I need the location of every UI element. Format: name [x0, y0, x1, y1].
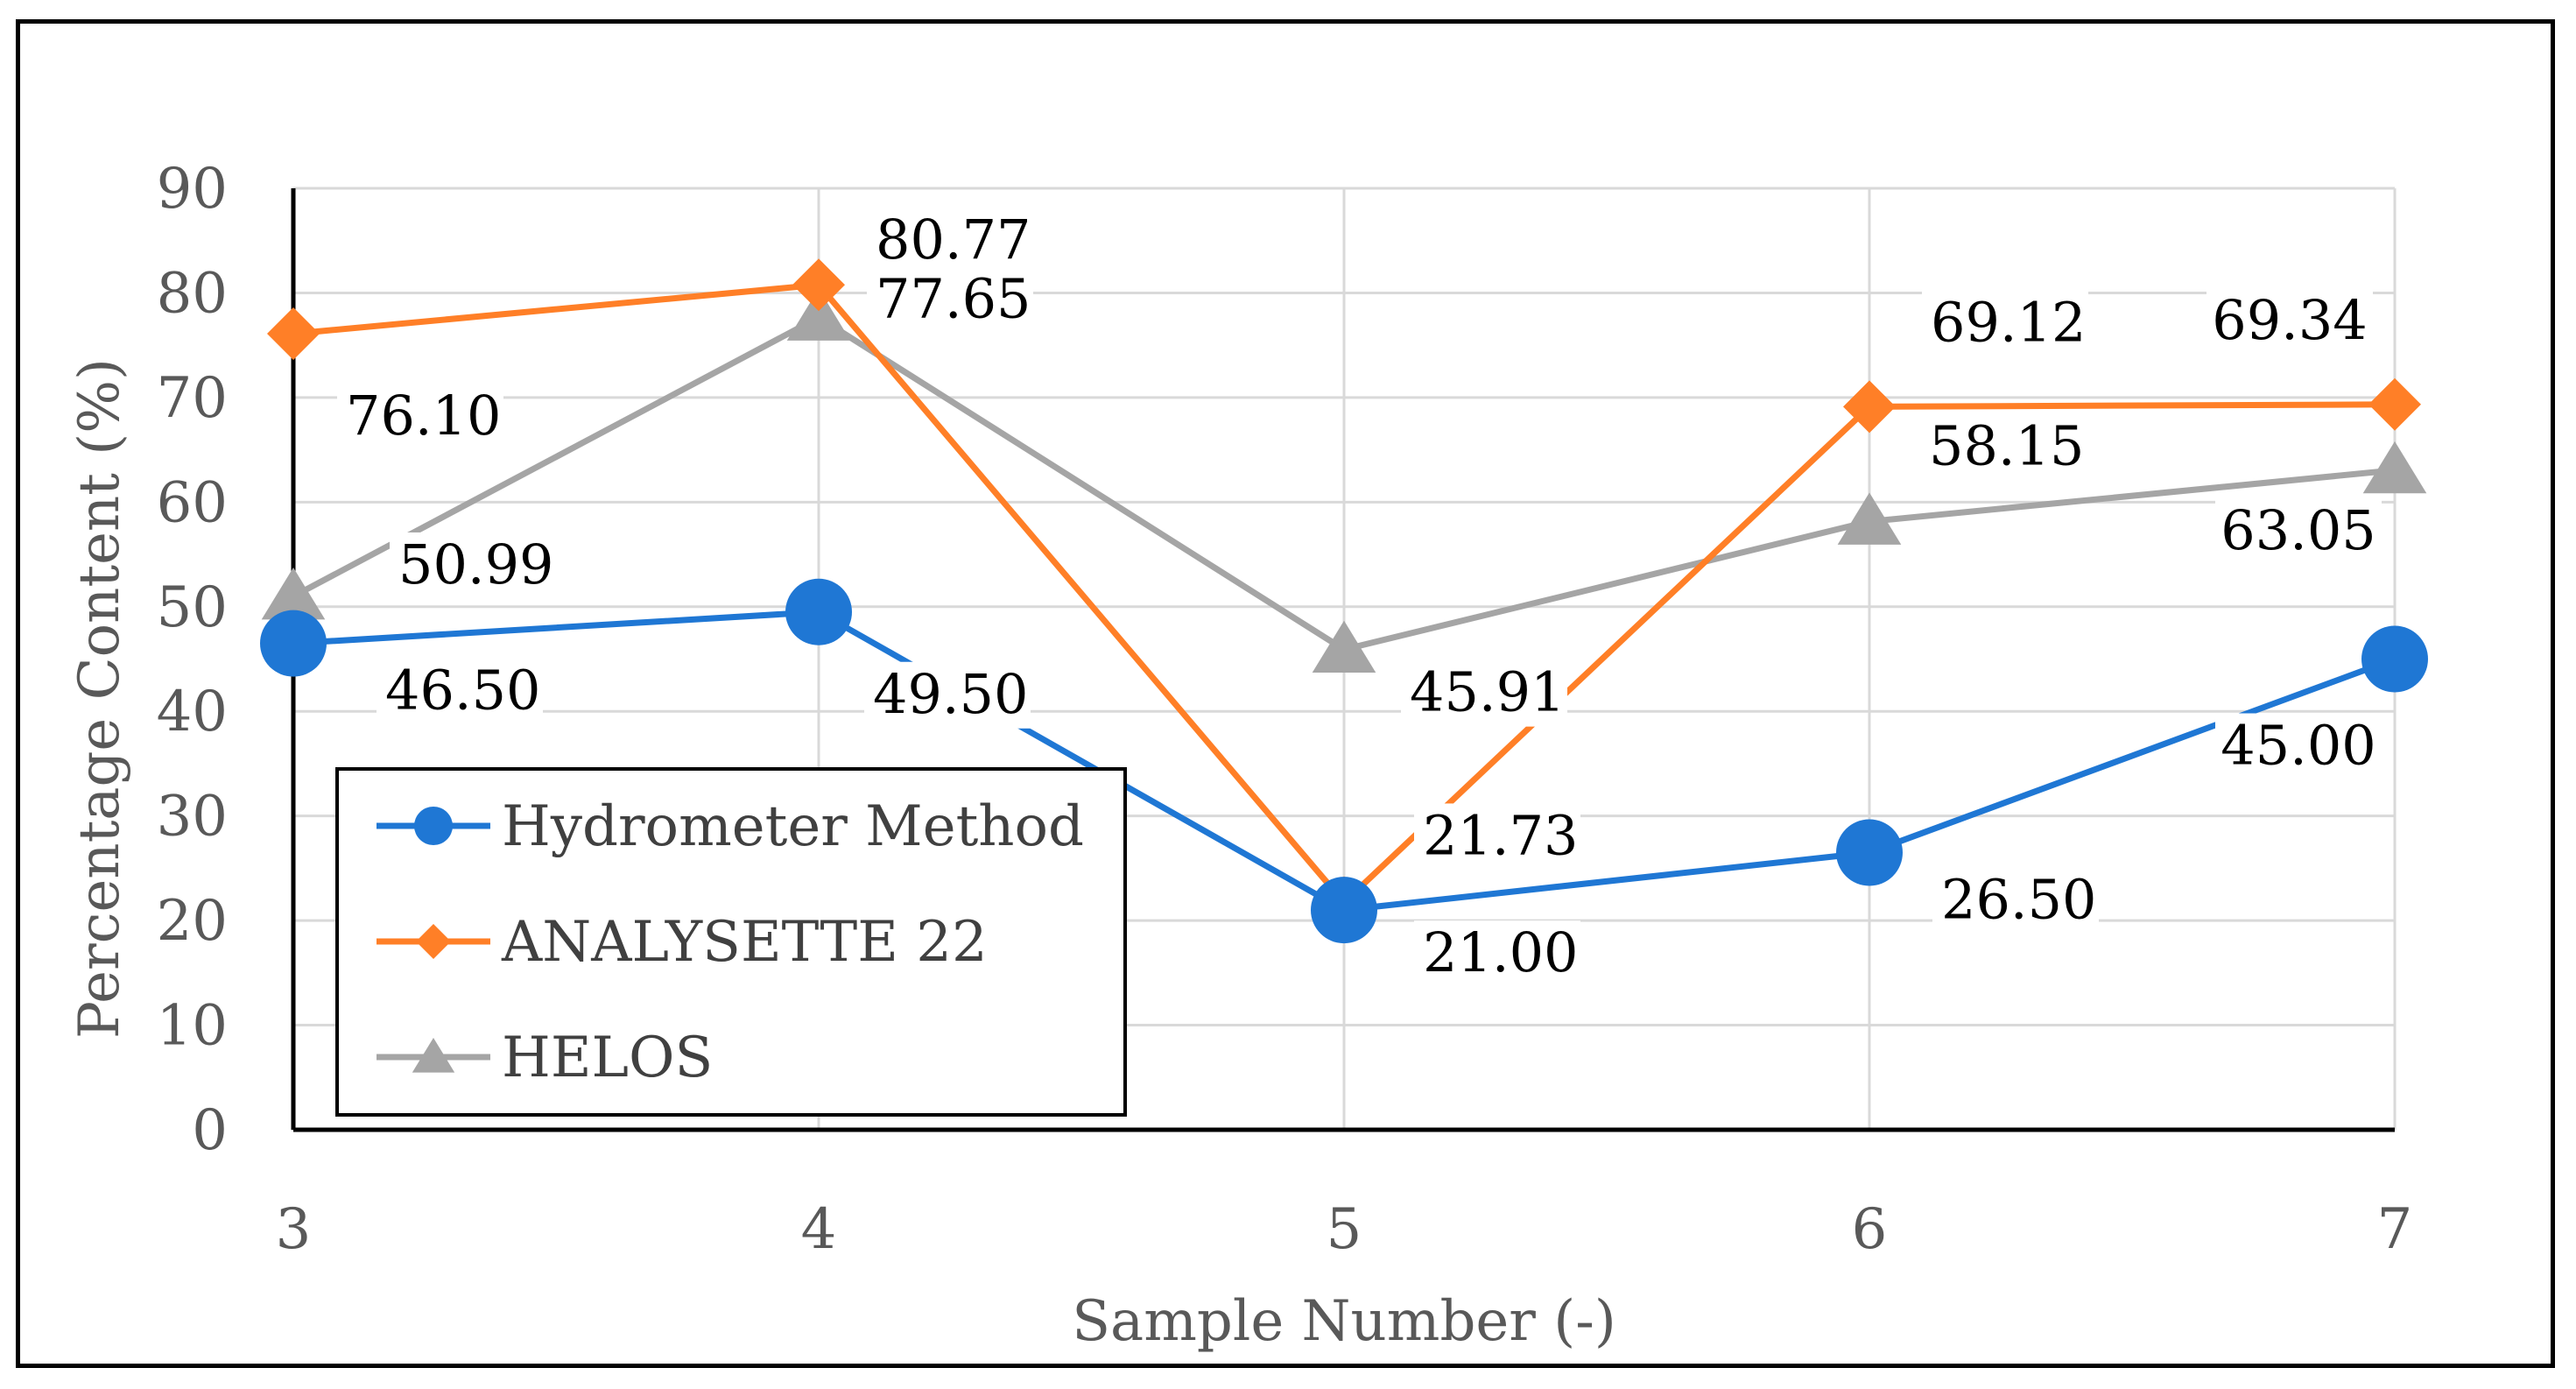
data-label: 80.77 — [876, 208, 1031, 271]
data-point-triangle — [786, 288, 851, 341]
data-point-triangle — [1837, 492, 1902, 545]
data-label-background — [867, 208, 1033, 275]
legend-label: HELOS — [502, 1026, 713, 1090]
data-label-background — [2206, 287, 2373, 355]
data-label-background — [1401, 659, 1567, 727]
data-label: 69.12 — [1931, 290, 2087, 354]
data-point-circle — [260, 610, 327, 677]
data-label-background — [1922, 290, 2088, 357]
data-label: 46.50 — [385, 659, 541, 723]
x-tick-label: 4 — [801, 1197, 837, 1262]
legend-label: ANALYSETTE 22 — [501, 910, 988, 975]
data-label: 45.91 — [1410, 660, 1566, 724]
data-point-triangle — [261, 567, 326, 620]
y-tick-label: 10 — [157, 994, 228, 1059]
data-label: 45.00 — [2221, 714, 2376, 778]
y-tick-label: 50 — [157, 575, 228, 640]
y-axis-title: Percentage Content (%) — [67, 358, 132, 1039]
data-label-background — [2215, 713, 2382, 780]
legend: Hydrometer Method ANALYSETTE 22 HELOS — [335, 767, 1127, 1117]
data-point-diamond — [2368, 377, 2421, 431]
data-label-background — [390, 532, 556, 599]
data-point-circle — [1311, 877, 1377, 944]
data-point-diamond — [792, 258, 845, 312]
data-label-background — [377, 658, 543, 725]
data-label: 21.73 — [1423, 803, 1579, 867]
y-tick-label: 90 — [157, 157, 228, 222]
data-labels: 46.50 49.50 21.00 26.50 45.00 76.10 80.77 21.73… — [337, 208, 2382, 988]
legend-label: Hydrometer Method — [502, 794, 1084, 859]
y-tick-label: 20 — [157, 889, 228, 954]
y-tick-label: 70 — [157, 366, 228, 431]
y-tick-label: 60 — [157, 470, 228, 535]
data-point-diamond — [267, 307, 320, 361]
data-label: 50.99 — [398, 532, 554, 596]
data-label: 77.65 — [876, 267, 1031, 331]
data-label: 49.50 — [873, 662, 1029, 726]
data-label: 58.15 — [1929, 413, 2085, 477]
x-tick-label: 7 — [2377, 1197, 2413, 1262]
data-label: 21.00 — [1423, 920, 1579, 984]
y-tick-label: 30 — [157, 785, 228, 850]
data-label-background — [1932, 867, 2099, 934]
data-point-circle — [1836, 819, 1903, 886]
axes: 0 10 20 30 40 50 60 70 80 90 3 4 5 6 7 — [157, 157, 2413, 1262]
data-label: 26.50 — [1941, 867, 2097, 931]
y-tick-label: 0 — [192, 1098, 228, 1163]
data-label: 76.10 — [346, 384, 502, 448]
data-label-background — [337, 384, 503, 451]
data-label: 63.05 — [2221, 498, 2376, 562]
x-tick-label: 6 — [1852, 1197, 1888, 1262]
legend-marker-circle — [414, 807, 453, 845]
data-label-background — [864, 661, 1031, 729]
data-point-circle — [2361, 625, 2428, 693]
data-label-background — [2215, 497, 2382, 565]
x-tick-label: 5 — [1327, 1197, 1362, 1262]
legend-marker-diamond — [416, 924, 451, 959]
data-label: 69.34 — [2212, 288, 2368, 352]
x-axis-title: Sample Number (-) — [1072, 1289, 1616, 1354]
legend-marker-triangle — [412, 1038, 455, 1073]
data-point-triangle — [1312, 620, 1376, 673]
data-label-background — [1414, 920, 1580, 988]
x-tick-label: 3 — [276, 1197, 312, 1262]
data-label-background — [1414, 803, 1580, 871]
data-point-circle — [785, 578, 852, 645]
data-label-background — [867, 266, 1033, 334]
y-tick-label: 80 — [157, 261, 228, 326]
data-point-triangle — [2362, 441, 2427, 494]
data-label-background — [1920, 413, 2087, 481]
y-tick-label: 40 — [157, 680, 228, 744]
data-point-diamond — [1843, 380, 1896, 434]
markers — [260, 258, 2428, 944]
